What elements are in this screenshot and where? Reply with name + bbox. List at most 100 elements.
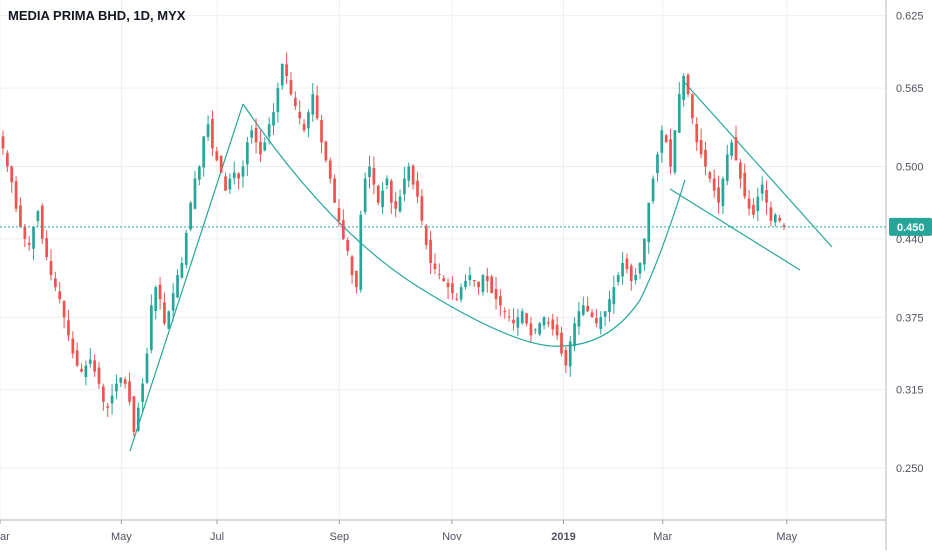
candle-body: [686, 74, 690, 95]
x-tick-label: Jul: [210, 531, 224, 543]
candle-body: [691, 94, 694, 119]
y-tick-label: 0.440: [896, 234, 924, 246]
candle-body: [350, 256, 354, 276]
candle-body: [664, 135, 668, 143]
candle-body: [765, 190, 768, 203]
candle-body: [6, 153, 9, 167]
candle-body: [616, 275, 620, 282]
candle-body: [101, 386, 105, 402]
candle-body: [424, 225, 428, 245]
candle-body: [97, 367, 101, 384]
candle-body: [464, 281, 467, 287]
price-line-layer: 0.450: [0, 217, 932, 236]
candle-body: [725, 154, 729, 182]
candle-body: [699, 140, 703, 155]
candle-body: [324, 141, 328, 161]
candle-body: [568, 341, 572, 367]
candle-body: [27, 243, 31, 245]
candle-body: [403, 178, 406, 195]
candle-body: [363, 178, 367, 212]
chart-title: MEDIA PRIMA BHD, 1D, MYX: [8, 8, 186, 23]
candle-body: [494, 289, 498, 300]
candle-body: [455, 298, 459, 300]
candle-body: [411, 165, 415, 185]
candle-body: [704, 149, 707, 167]
candle-body: [128, 381, 131, 402]
candle-body: [158, 284, 162, 300]
x-tick-label: 2019: [551, 531, 575, 543]
candle-body: [215, 151, 219, 161]
candle-body: [302, 123, 306, 131]
candle-body: [93, 360, 96, 372]
candle-body: [538, 323, 542, 335]
candle-body: [381, 190, 384, 208]
candle-body: [437, 274, 441, 276]
candle-body: [202, 136, 206, 168]
wedge-upper-line: [684, 82, 833, 248]
candle-body: [647, 202, 651, 243]
candle-body: [180, 263, 184, 278]
candle-body: [673, 130, 677, 173]
candle-body: [58, 291, 62, 300]
candle-body: [778, 217, 781, 221]
candle-body: [145, 353, 149, 383]
candle-body: [743, 172, 747, 197]
y-tick-label: 0.250: [896, 463, 924, 475]
candle-body: [555, 324, 559, 336]
candle-body: [272, 112, 275, 126]
candle-body: [459, 287, 463, 300]
candle-layer[interactable]: [1, 52, 786, 437]
candle-body: [23, 226, 27, 239]
candle-body: [420, 196, 424, 221]
candle-body: [433, 263, 437, 270]
candle-body: [106, 406, 110, 408]
candle-body: [141, 383, 144, 402]
current-price-label: 0.450: [897, 222, 925, 234]
candle-body: [71, 338, 75, 354]
candle-body: [638, 263, 642, 274]
candle-body: [10, 166, 14, 183]
candle-body: [499, 296, 502, 306]
candle-body: [516, 317, 520, 328]
candle-body: [599, 317, 603, 330]
candle-body: [769, 207, 773, 221]
candle-body: [263, 142, 267, 151]
candle-body: [760, 184, 764, 194]
candle-body: [477, 281, 480, 288]
candle-body: [581, 305, 585, 315]
candle-body: [682, 76, 686, 100]
y-tick-label: 0.375: [896, 312, 924, 324]
candle-body: [163, 302, 166, 324]
x-tick-label: May: [776, 531, 797, 543]
candle-body: [250, 130, 254, 138]
candle-body: [756, 196, 760, 212]
y-tick-label: 0.500: [896, 161, 924, 173]
candle-body: [206, 124, 210, 137]
candle-body: [228, 178, 232, 190]
candle-body: [298, 111, 302, 119]
candle-body: [355, 270, 358, 288]
candle-body: [40, 205, 44, 239]
candle-body: [189, 202, 192, 230]
candle-body: [739, 162, 742, 179]
candle-body: [629, 265, 633, 282]
candle-body: [36, 211, 40, 222]
y-tick-label: 0.625: [896, 11, 924, 23]
candle-body: [747, 198, 751, 209]
candle-body: [224, 176, 227, 191]
candle-body: [49, 260, 53, 276]
candle-body: [149, 305, 153, 350]
candle-body: [237, 173, 240, 179]
candle-body: [232, 172, 236, 179]
candle-body: [612, 287, 616, 305]
candle-body: [503, 311, 507, 313]
x-tick-label: Mar: [653, 531, 672, 543]
candle-body: [19, 205, 22, 227]
candle-body: [398, 196, 402, 212]
candle-body: [333, 178, 336, 203]
candle-body: [197, 166, 201, 180]
candle-body: [337, 207, 341, 221]
candle-body: [254, 127, 258, 143]
